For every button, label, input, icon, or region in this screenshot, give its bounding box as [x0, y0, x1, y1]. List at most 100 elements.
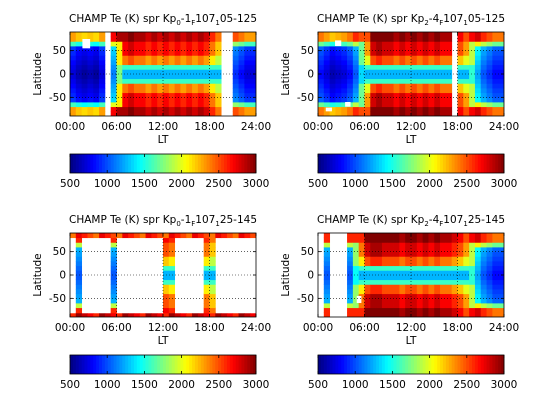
heatmap-cells — [323, 233, 504, 317]
heatmap-cell — [197, 88, 205, 94]
heatmap-cell — [381, 106, 389, 112]
heatmap-cell — [81, 92, 88, 98]
heatmap-cell — [75, 298, 83, 304]
colorbar-segment — [186, 154, 190, 173]
heatmap-cell — [463, 106, 470, 112]
heatmap-cell — [168, 102, 176, 108]
heatmap-cell — [250, 78, 256, 84]
heatmap-cell — [168, 265, 176, 271]
heatmap-cell — [197, 46, 205, 52]
heatmap-cell — [329, 41, 336, 47]
x-tick-label: 12:00 — [148, 121, 178, 133]
heatmap-cell — [81, 83, 88, 89]
heatmap-cell — [87, 92, 94, 98]
colorbar-segment — [323, 154, 328, 173]
heatmap-cell — [370, 279, 377, 285]
heatmap-cell — [411, 312, 418, 317]
heatmap-cell — [347, 32, 354, 38]
heatmap-cell — [457, 64, 464, 70]
heatmap-cell — [323, 312, 331, 317]
heatmap-cell — [70, 32, 77, 38]
heatmap-cell — [405, 41, 412, 47]
heatmap-cell — [457, 247, 464, 253]
heatmap-cell — [440, 251, 447, 257]
heatmap-cell — [128, 60, 135, 66]
heatmap-cell — [440, 102, 447, 108]
heatmap-cell — [180, 111, 187, 116]
heatmap-cell — [318, 106, 325, 112]
heatmap-cell — [387, 293, 394, 299]
colorbar-segment — [335, 154, 339, 173]
heatmap-cell — [347, 64, 354, 70]
colorbar-segment — [70, 355, 74, 374]
heatmap-cell — [405, 289, 412, 295]
heatmap-cell — [75, 32, 83, 38]
heatmap-cell — [387, 307, 394, 313]
colorbar-segment — [253, 154, 257, 173]
heatmap-cell — [405, 279, 412, 285]
heatmap-cell — [87, 97, 94, 103]
heatmap-cell — [209, 251, 216, 257]
heatmap-cell — [399, 251, 406, 257]
heatmap-cell — [445, 275, 453, 281]
heatmap-cell — [434, 298, 441, 304]
heatmap-cell — [110, 74, 117, 80]
heatmap-cell — [381, 102, 389, 108]
colorbar-segment — [148, 154, 152, 173]
x-tick-label: 18:00 — [442, 322, 472, 334]
heatmap-cell — [434, 69, 441, 75]
heatmap-cell — [70, 83, 77, 89]
heatmap-cell — [376, 64, 383, 70]
heatmap-cell — [474, 92, 482, 98]
heatmap-cell — [133, 46, 141, 52]
heatmap-cell — [139, 50, 146, 56]
heatmap-cell — [498, 92, 504, 98]
colorbar-segment — [318, 355, 322, 374]
heatmap-cell — [197, 60, 205, 66]
heatmap-cell — [445, 36, 453, 42]
heatmap-cell — [341, 36, 348, 42]
x-axis-label: LT — [158, 335, 169, 347]
colorbar-tick-label: 1500 — [379, 379, 406, 391]
heatmap-cell — [197, 78, 205, 84]
heatmap-cell — [358, 64, 365, 70]
heatmap-cell — [180, 83, 187, 89]
heatmap-cell — [457, 237, 464, 243]
heatmap-cell — [151, 46, 158, 52]
heatmap-cell — [133, 69, 141, 75]
heatmap-cell — [197, 233, 205, 239]
chart-title: CHAMP Te (K) spr Kp2-4F107125-145 — [317, 214, 505, 228]
heatmap-cell — [209, 298, 216, 304]
heatmap-cell — [498, 298, 504, 304]
heatmap-cell — [393, 312, 400, 317]
colorbar-segment — [250, 355, 254, 374]
heatmap-cell — [469, 298, 476, 304]
heatmap-cell — [486, 275, 493, 281]
colorbar-tick-label: 2500 — [205, 178, 232, 190]
heatmap-cell — [387, 41, 394, 47]
colorbar-segment — [318, 154, 322, 173]
heatmap-cell — [434, 233, 441, 239]
heatmap-cell — [469, 233, 476, 239]
heatmap-cell — [75, 60, 83, 66]
y-axis-label: Latitude — [32, 52, 44, 95]
chart-title: CHAMP Te (K) spr Kp0-1F107125-145 — [69, 214, 257, 228]
heatmap-cell — [440, 74, 447, 80]
heatmap-cell — [87, 102, 94, 108]
heatmap-cell — [399, 256, 406, 262]
heatmap-cell — [157, 60, 164, 66]
colorbar-segment — [329, 355, 333, 374]
heatmap-cell — [480, 106, 487, 112]
heatmap-cell — [387, 36, 394, 42]
heatmap-cell — [87, 55, 94, 61]
heatmap-cell — [498, 261, 504, 267]
heatmap-cell — [492, 279, 499, 285]
heatmap-cell — [318, 97, 325, 103]
heatmap-cell — [358, 284, 365, 290]
colorbar-segment — [492, 154, 496, 173]
heatmap-cell — [209, 289, 216, 295]
colorbar-segment — [393, 355, 397, 374]
heatmap-cell — [434, 102, 441, 108]
colorbar-segment — [128, 355, 132, 374]
colorbar-segment — [145, 154, 149, 173]
